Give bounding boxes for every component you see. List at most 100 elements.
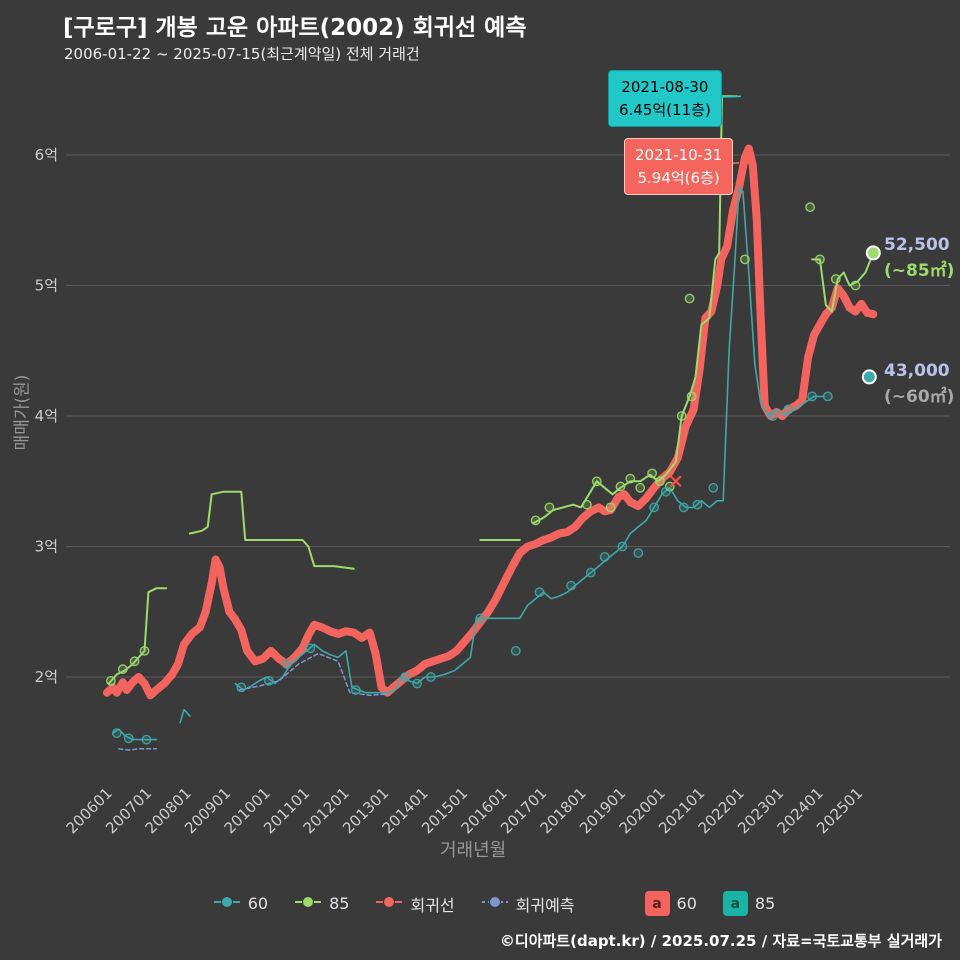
scatter-dot-85-dots [850, 280, 861, 291]
annotation-max-85-value: 6.45억(11층) [619, 100, 711, 119]
annotation-max-85-date: 2021-08-30 [621, 78, 709, 96]
latest-price-60-value: 43,000 [884, 361, 950, 381]
scatter-dot-60-dots [807, 391, 817, 402]
scatter-dot-60-dots [708, 482, 719, 493]
scatter-dot-85-dots [625, 473, 636, 484]
scatter-dot-60-dots [350, 685, 361, 695]
legend-annotation-badge-85[interactable]: a 85 [722, 891, 775, 916]
scatter-dot-85-dots [544, 502, 555, 513]
scatter-dot-60-dots [400, 672, 411, 682]
scatter-dot-60-dots [425, 672, 436, 682]
scatter-dot-60-dots [783, 404, 794, 415]
annotation-max-60-value: 5.94억(6층) [637, 168, 720, 187]
60-series-marker-icon [213, 894, 241, 913]
scatter-dot-60-dots [534, 587, 545, 598]
scatter-dot-85-dots [676, 411, 687, 421]
scatter-dot-85-dots [830, 274, 841, 284]
scatter-dot-85-dots [605, 502, 616, 513]
scatter-dot-85-dots [684, 293, 695, 304]
endpoint-dot-60 [861, 369, 877, 385]
annotation-toggle-icon-85: a [722, 891, 748, 916]
legend-label-85: 85 [329, 894, 350, 913]
scatter-dot-60-dots [111, 728, 122, 738]
scatter-dot-85-dots [740, 254, 750, 265]
scatter-dot-60-dots [305, 643, 316, 654]
annotation-toggle-icon-60: a [644, 891, 670, 916]
legend: 60 85 회귀선 회귀예측 a 60 a 85 [14, 891, 960, 916]
x-axis-title: 거래년월 [440, 840, 507, 861]
scatter-dot-60-dots [412, 678, 422, 689]
legend-item-85[interactable]: 85 [294, 894, 349, 913]
legend-item-60[interactable]: 60 [213, 894, 268, 913]
legend-badge-label-60: 60 [676, 894, 697, 913]
series-line-60 [179, 708, 191, 724]
x-marker [669, 475, 682, 488]
85-series-marker-icon [294, 894, 322, 913]
scatter-dot-60-dots [661, 486, 671, 497]
scatter-dot-60-dots [692, 499, 703, 510]
annotation-max-85: 2021-08-30 6.45억(11층) [608, 70, 722, 127]
y-tick-label: 2억 [35, 668, 58, 686]
scatter-dot-85-dots [591, 476, 602, 487]
legend-item-regression[interactable]: 회귀선 [375, 892, 455, 916]
series-line-85 [107, 587, 168, 685]
endpoint-dot-85 [865, 245, 881, 261]
scatter-dot-85-dots [530, 515, 541, 526]
scatter-dot-60-dots [123, 733, 134, 744]
scatter-dot-60-dots [599, 552, 610, 562]
series-line-회귀선 [103, 144, 878, 700]
scatter-dot-60-dots [767, 411, 778, 421]
scatter-dot-85-dots [139, 646, 150, 656]
series-line-회귀예측 [118, 748, 158, 751]
scatter-dot-60-dots [263, 676, 274, 686]
scatter-dot-60-dots [822, 391, 833, 402]
y-axis-title: 매매가(원) [12, 374, 33, 451]
scatter-dot-85-dots [582, 499, 592, 510]
y-tick-label: 6억 [35, 146, 58, 164]
scatter-dot-85-dots [815, 254, 825, 265]
scatter-dot-60-dots [617, 541, 628, 552]
regression-series-marker-icon [375, 894, 403, 913]
scatter-dot-85-dots [655, 476, 665, 487]
scatter-dot-85-dots [615, 481, 626, 492]
series-line-60 [234, 186, 825, 694]
latest-price-60-area: (~60㎡) [884, 387, 955, 408]
scatter-dot-60-dots [475, 613, 486, 624]
latest-price-85: 52,500 (~85㎡) [884, 232, 954, 285]
scatter-dot-60-dots [678, 502, 689, 513]
scatter-dot-60-dots [633, 548, 644, 558]
page-subtitle: 2006-01-22 ~ 2025-07-15(최근계약일) 전체 거래건 [64, 45, 420, 63]
scatter-dot-85-dots [106, 676, 116, 686]
scatter-dot-85-dots [117, 664, 128, 675]
scatter-dot-60-dots [281, 659, 292, 669]
scatter-dot-60-dots [566, 580, 576, 591]
annotation-max-60: 2021-10-31 5.94억(6층) [624, 138, 734, 195]
legend-item-prediction[interactable]: 회귀예측 [481, 892, 575, 916]
series-line-85 [188, 490, 355, 570]
page-title: [구로구] 개봉 고운 아파트(2002) 회귀선 예측 [63, 15, 527, 41]
legend-label-60: 60 [247, 894, 269, 913]
annotation-pointer-85 [721, 95, 742, 98]
y-tick-label: 5억 [35, 277, 58, 295]
scatter-dot-60-dots [141, 734, 152, 745]
latest-price-85-area: (~85㎡) [884, 261, 955, 282]
scatter-dot-85-dots [635, 482, 646, 493]
scatter-dot-85-dots [686, 391, 697, 402]
series-line-회귀예측 [238, 652, 391, 697]
scatter-dot-60-dots [585, 567, 596, 578]
legend-label-regression: 회귀선 [410, 895, 455, 915]
annotation-max-60-date: 2021-10-31 [635, 146, 723, 164]
scatter-dot-60-dots [236, 682, 247, 693]
scatter-dot-60-dots [510, 646, 521, 656]
scatter-dot-85-dots [805, 202, 815, 213]
scatter-dot-60-dots [649, 502, 659, 513]
footer-credit: ©디아파트(dapt.kr) / 2025.07.25 / 자료=국토교통부 실… [499, 932, 942, 950]
legend-annotation-badge-60[interactable]: a 60 [644, 891, 697, 916]
scatter-dot-85-dots [647, 468, 657, 479]
y-tick-label: 4억 [35, 407, 58, 425]
legend-label-prediction: 회귀예측 [515, 895, 575, 915]
prediction-series-marker-icon [481, 894, 509, 913]
latest-price-60: 43,000 (~60㎡) [884, 358, 954, 411]
